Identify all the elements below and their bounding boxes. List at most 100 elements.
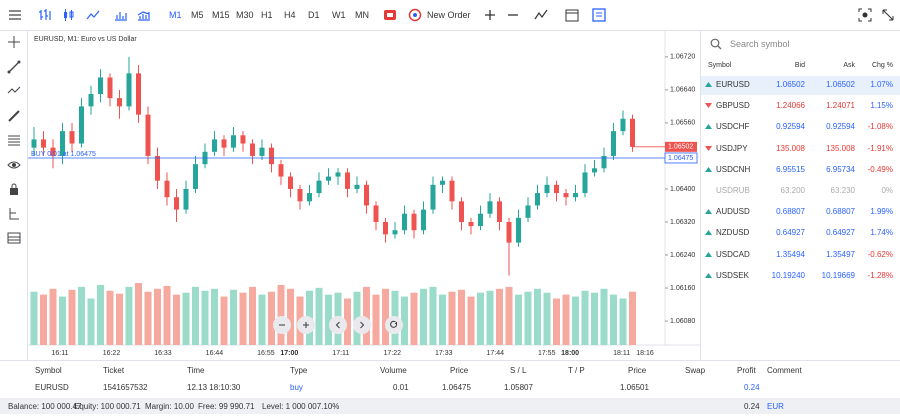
volume-bar [325, 294, 332, 345]
positions-panel [0, 360, 900, 419]
symbol[interactable]: USDSEK [716, 270, 749, 280]
menu-icon[interactable] [8, 9, 22, 21]
drawing-tool-icon[interactable] [7, 207, 21, 221]
volume-bar [619, 298, 627, 345]
timeframe-button[interactable]: M30 [236, 10, 254, 20]
timeframe-button[interactable]: D1 [308, 10, 320, 20]
drawing-tool-icon[interactable] [7, 84, 21, 98]
symbol[interactable]: EURUSD [716, 80, 750, 89]
position-cell: 0.01 [393, 383, 409, 392]
chart-nav-button[interactable] [329, 316, 347, 334]
bar-chart-icon[interactable] [38, 8, 52, 22]
drawing-tool-icon[interactable] [7, 182, 21, 196]
drawing-tool-icon[interactable] [7, 158, 21, 172]
symbol[interactable]: AUDUSD [716, 207, 750, 217]
indicator-icon[interactable] [114, 9, 128, 21]
volume-bar [429, 286, 437, 345]
column-header: Time [187, 366, 205, 375]
position-cell: 1.05807 [504, 383, 533, 392]
symbol[interactable]: NZDUSD [716, 228, 750, 238]
fullscreen-icon[interactable] [881, 8, 895, 22]
drawing-tool-icon[interactable] [7, 60, 21, 74]
chart-nav-button[interactable] [297, 316, 315, 334]
timeframe-button[interactable]: M1 [169, 10, 182, 20]
drawing-tool-icon[interactable] [7, 35, 21, 49]
candle-body [535, 193, 540, 206]
watchlist-header: Chg % [871, 62, 893, 69]
drawing-tool-icon[interactable] [7, 133, 21, 147]
nav-glyph[interactable] [390, 320, 398, 328]
drawing-tool-icon[interactable] [7, 231, 21, 245]
chart-nav-button[interactable] [353, 316, 371, 334]
volume-bar [591, 292, 598, 345]
volume-bar [182, 292, 190, 345]
new-order-icon[interactable] [383, 8, 397, 22]
nav-circle[interactable] [329, 316, 347, 334]
timeframe-button[interactable]: H4 [284, 10, 296, 20]
candle-body [50, 147, 56, 156]
indicator2-icon[interactable] [137, 9, 151, 21]
candle-body [487, 201, 493, 214]
y-tick-label: 1.06320 [670, 219, 695, 226]
timeframe-button[interactable]: M15 [212, 10, 230, 20]
chart-nav-button[interactable] [273, 316, 291, 334]
direction-icon[interactable] [705, 272, 712, 279]
zoom-in-icon[interactable] [484, 9, 496, 21]
line-icon[interactable] [86, 9, 100, 21]
timeframe-button[interactable]: W1 [332, 10, 346, 20]
new-order-button[interactable]: New Order [427, 10, 471, 20]
direction-icon[interactable] [705, 81, 712, 88]
nav-glyph[interactable] [335, 321, 340, 329]
position-cell: 1541657532 [103, 383, 148, 392]
symbol[interactable]: USDCHF [716, 122, 750, 132]
direction-icon[interactable] [705, 102, 712, 109]
indicators-icon[interactable] [534, 8, 550, 22]
timeframe-button[interactable]: M5 [191, 10, 204, 20]
candle-icon[interactable] [62, 8, 76, 22]
position-cell: 1.06501 [620, 383, 649, 392]
volume-bar [144, 291, 152, 345]
drawing-tool-icon[interactable] [7, 109, 21, 123]
nav-glyph[interactable] [360, 321, 365, 329]
calendar-icon[interactable] [565, 8, 579, 22]
timeframe-button[interactable]: MN [355, 10, 369, 20]
change: 0% [881, 186, 893, 195]
candle-body [174, 197, 179, 210]
x-tick-label: 16:55 [257, 350, 275, 357]
candle-body [601, 155, 607, 169]
nav-circle[interactable] [385, 316, 403, 334]
candle-body [307, 193, 312, 202]
screenshot-icon[interactable] [858, 8, 872, 22]
search-input[interactable]: Search symbol [730, 39, 790, 49]
zoom-out-icon[interactable] [507, 9, 519, 21]
nav-circle[interactable] [353, 316, 371, 334]
symbol[interactable]: USDJPY [716, 143, 748, 153]
chart-nav-button[interactable] [385, 316, 403, 334]
search-icon[interactable] [710, 38, 722, 50]
candle-body [497, 201, 502, 222]
volume-bar [116, 293, 123, 345]
template-icon[interactable] [592, 8, 606, 22]
symbol[interactable]: GBPUSD [716, 101, 750, 111]
nav-glyph[interactable] [303, 322, 309, 328]
direction-icon[interactable] [705, 229, 712, 236]
oneclick-icon[interactable] [408, 8, 422, 22]
symbol[interactable]: USDRUB [716, 186, 750, 195]
position-cell: EURUSD [35, 383, 69, 392]
position-cell: 0.24 [744, 383, 760, 392]
direction-icon[interactable] [705, 166, 712, 173]
change: 1.07% [870, 80, 893, 89]
x-tick-label: 17:22 [384, 350, 402, 357]
y-tick-label: 1.06640 [670, 87, 695, 94]
candle-body [269, 147, 274, 165]
direction-icon[interactable] [705, 251, 712, 258]
direction-icon[interactable] [705, 123, 712, 130]
symbol[interactable]: USDCAD [716, 249, 750, 259]
column-header: T / P [568, 366, 585, 375]
volume-bar [192, 286, 199, 345]
timeframe-button[interactable]: H1 [261, 10, 273, 20]
direction-icon[interactable] [705, 208, 712, 215]
direction-icon[interactable] [705, 145, 712, 152]
symbol[interactable]: USDCNH [716, 164, 751, 174]
volume-bar [553, 298, 560, 345]
